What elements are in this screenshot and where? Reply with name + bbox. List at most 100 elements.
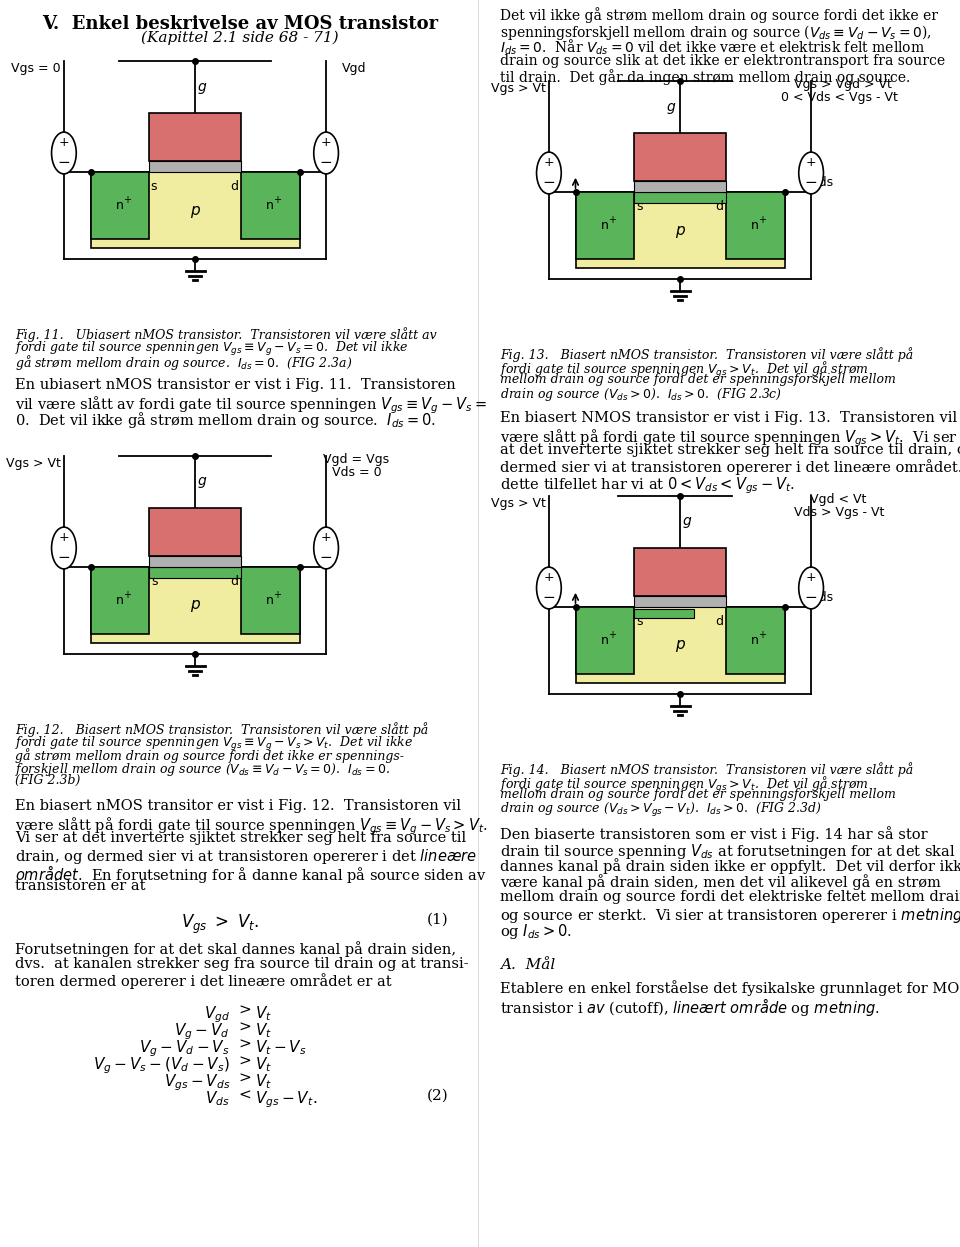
Text: n: n — [751, 218, 759, 232]
Bar — [150, 567, 241, 579]
Text: +: + — [59, 136, 69, 150]
Bar — [726, 192, 784, 258]
Text: >: > — [238, 1055, 251, 1069]
Text: (2): (2) — [426, 1089, 448, 1104]
Text: Fig. 12.   Biasert nMOS transistor.  Transistoren vil være slått på: Fig. 12. Biasert nMOS transistor. Transi… — [15, 722, 428, 737]
Text: g: g — [683, 515, 692, 529]
Text: $V_{gs} - V_{ds}$: $V_{gs} - V_{ds}$ — [163, 1072, 230, 1092]
Text: >: > — [238, 1004, 251, 1018]
Text: +: + — [608, 630, 615, 640]
Ellipse shape — [799, 567, 824, 609]
Text: +: + — [757, 630, 766, 640]
Text: transistor i $\it{av}$ (cutoff), $\it{line\ae rt\ omr\aa de}$ og $\it{metning}$.: transistor i $\it{av}$ (cutoff), $\it{li… — [500, 996, 880, 1018]
Text: En ubiasert nMOS transistor er vist i Fig. 11.  Transistoren: En ubiasert nMOS transistor er vist i Fi… — [15, 378, 456, 392]
Bar — [635, 192, 726, 203]
Text: g: g — [198, 475, 206, 489]
Text: +: + — [543, 571, 554, 584]
Text: Fig. 11.   Ubiasert nMOS transistor.  Transistoren vil være slått av: Fig. 11. Ubiasert nMOS transistor. Trans… — [15, 327, 437, 342]
Bar — [241, 567, 300, 633]
Text: mellom drain og source fordi det er spenningsforskjell mellom: mellom drain og source fordi det er spen… — [500, 373, 896, 387]
Text: n: n — [116, 594, 124, 607]
Text: drain og source ($V_{ds} > 0$).  $I_{ds} > 0$.  (FIG 2.3c): drain og source ($V_{ds} > 0$). $I_{ds} … — [500, 387, 782, 403]
Ellipse shape — [537, 567, 562, 609]
Text: $V_t - V_s$: $V_t - V_s$ — [255, 1038, 306, 1056]
Text: +: + — [273, 590, 280, 600]
Text: (1): (1) — [426, 913, 448, 927]
Text: $I_{ds} = 0$.  Når $V_{ds} = 0$ vil det ikke være et elektrisk felt mellom: $I_{ds} = 0$. Når $V_{ds} = 0$ vil det i… — [500, 37, 925, 57]
Text: dermed sier vi at transistoren opererer i det lineære området.  I: dermed sier vi at transistoren opererer … — [500, 459, 960, 475]
Text: Etablere en enkel forståelse det fysikalske grunnlaget for MOS: Etablere en enkel forståelse det fysikal… — [500, 980, 960, 996]
Text: drain, og dermed sier vi at transistoren opererer i det $\it{line\ae re}$: drain, og dermed sier vi at transistoren… — [15, 847, 477, 865]
Text: 0.  Det vil ikke gå strøm mellom drain og source.  $I_{ds} = 0$.: 0. Det vil ikke gå strøm mellom drain og… — [15, 410, 436, 430]
Text: toren dermed opererer i det lineære området er at: toren dermed opererer i det lineære områ… — [15, 973, 392, 989]
Text: spenningsforskjell mellom drain og source ($V_{ds} \equiv V_d - V_s = 0$),: spenningsforskjell mellom drain og sourc… — [500, 22, 931, 41]
Bar — [90, 567, 300, 643]
Text: n: n — [751, 633, 759, 647]
Text: p: p — [675, 637, 684, 652]
Bar — [90, 172, 300, 248]
Text: +: + — [273, 195, 280, 205]
Text: Ids: Ids — [816, 591, 834, 604]
Text: n: n — [266, 594, 274, 607]
Text: $V_g - V_d - V_s$: $V_g - V_d - V_s$ — [139, 1038, 230, 1059]
Text: +: + — [543, 156, 554, 170]
Text: $V_g - V_d$: $V_g - V_d$ — [175, 1021, 230, 1041]
Bar — [575, 607, 635, 673]
Ellipse shape — [537, 152, 562, 193]
Text: fordi gate til source spenningen $V_{gs} \equiv V_g - V_s = 0$.  Det vil ikke: fordi gate til source spenningen $V_{gs}… — [15, 340, 409, 358]
Bar — [241, 172, 300, 238]
Text: $V_g - V_s - (V_d - V_s)$: $V_g - V_s - (V_d - V_s)$ — [93, 1055, 230, 1076]
Text: s: s — [152, 575, 157, 587]
Text: >: > — [238, 1021, 251, 1035]
Text: $V_t$: $V_t$ — [255, 1021, 272, 1040]
Bar — [150, 161, 241, 172]
Text: +: + — [757, 214, 766, 224]
Text: g: g — [198, 80, 206, 94]
Text: 0 < Vds < Vgs - Vt: 0 < Vds < Vgs - Vt — [781, 91, 898, 105]
Text: dette tilfellet har vi at $0 < V_{ds} < V_{gs} - V_t$.: dette tilfellet har vi at $0 < V_{ds} < … — [500, 475, 795, 495]
Text: (Kapittel 2.1 side 68 - 71): (Kapittel 2.1 side 68 - 71) — [141, 31, 339, 45]
Text: dvs.  at kanalen strekker seg fra source til drain og at transi-: dvs. at kanalen strekker seg fra source … — [15, 956, 468, 971]
Text: p: p — [190, 202, 200, 217]
Text: +: + — [805, 156, 816, 170]
Text: +: + — [321, 136, 331, 150]
Text: Vgs > Vt: Vgs > Vt — [492, 498, 546, 510]
Text: −: − — [58, 550, 70, 565]
Text: +: + — [59, 531, 69, 544]
Text: $V_{ds}$: $V_{ds}$ — [205, 1089, 230, 1107]
Text: n: n — [116, 198, 124, 212]
Text: (FIG 2.3b): (FIG 2.3b) — [15, 774, 81, 787]
Text: dannes kanal på drain siden ikke er oppfylt.  Det vil derfor ikke: dannes kanal på drain siden ikke er oppf… — [500, 858, 960, 874]
Text: mellom drain og source fordi det er spenningsforskjell mellom: mellom drain og source fordi det er spen… — [500, 788, 896, 801]
Text: p: p — [190, 597, 200, 612]
Text: p: p — [675, 222, 684, 237]
Bar — [635, 181, 726, 192]
Text: være kanal på drain siden, men det vil alikevel gå en strøm: være kanal på drain siden, men det vil a… — [500, 874, 941, 890]
Text: Vgs > Vt: Vgs > Vt — [492, 82, 546, 95]
Text: drain og source ($V_{ds} > V_{gs} - V_t$).  $I_{ds} > 0$.  (FIG 2.3d): drain og source ($V_{ds} > V_{gs} - V_t$… — [500, 801, 822, 819]
Text: d: d — [230, 180, 239, 192]
Text: Forutsetningen for at det skal dannes kanal på drain siden,: Forutsetningen for at det skal dannes ka… — [15, 941, 456, 956]
Text: g: g — [666, 100, 675, 113]
Text: d: d — [230, 575, 239, 587]
Text: $V_t$: $V_t$ — [255, 1055, 272, 1074]
Ellipse shape — [314, 527, 339, 569]
Bar — [90, 567, 150, 633]
Text: Fig. 13.   Biasert nMOS transistor.  Transistoren vil være slått på: Fig. 13. Biasert nMOS transistor. Transi… — [500, 347, 913, 362]
Text: $V_t$: $V_t$ — [255, 1004, 272, 1023]
Text: være slått på fordi gate til source spenningen $V_{gs} \equiv V_g - V_s > V_t$.: være slått på fordi gate til source spen… — [15, 816, 488, 837]
Text: +: + — [805, 571, 816, 584]
Text: d: d — [715, 615, 724, 627]
Text: V.  Enkel beskrivelse av MOS transistor: V. Enkel beskrivelse av MOS transistor — [42, 15, 438, 32]
Text: transistoren er at: transistoren er at — [15, 879, 146, 893]
Text: fordi gate til source spenningen $V_{gs} \equiv V_g - V_s > V_t$.  Det vil ikke: fordi gate til source spenningen $V_{gs}… — [15, 734, 413, 753]
Text: at det inverterte sjiktet strekker seg helt fra source til drain, og: at det inverterte sjiktet strekker seg h… — [500, 443, 960, 456]
Text: s: s — [636, 615, 643, 627]
Text: $V_{gs} - V_t.$: $V_{gs} - V_t.$ — [255, 1089, 317, 1110]
Text: Vgd < Vt: Vgd < Vt — [809, 493, 866, 506]
Text: drain og source slik at det ikke er elektrontransport fra source: drain og source slik at det ikke er elek… — [500, 54, 946, 67]
Text: −: − — [542, 175, 555, 190]
Text: mellom drain og source fordi det elektriske feltet mellom drain: mellom drain og source fordi det elektri… — [500, 890, 960, 904]
Ellipse shape — [314, 132, 339, 173]
Text: −: − — [804, 175, 818, 190]
